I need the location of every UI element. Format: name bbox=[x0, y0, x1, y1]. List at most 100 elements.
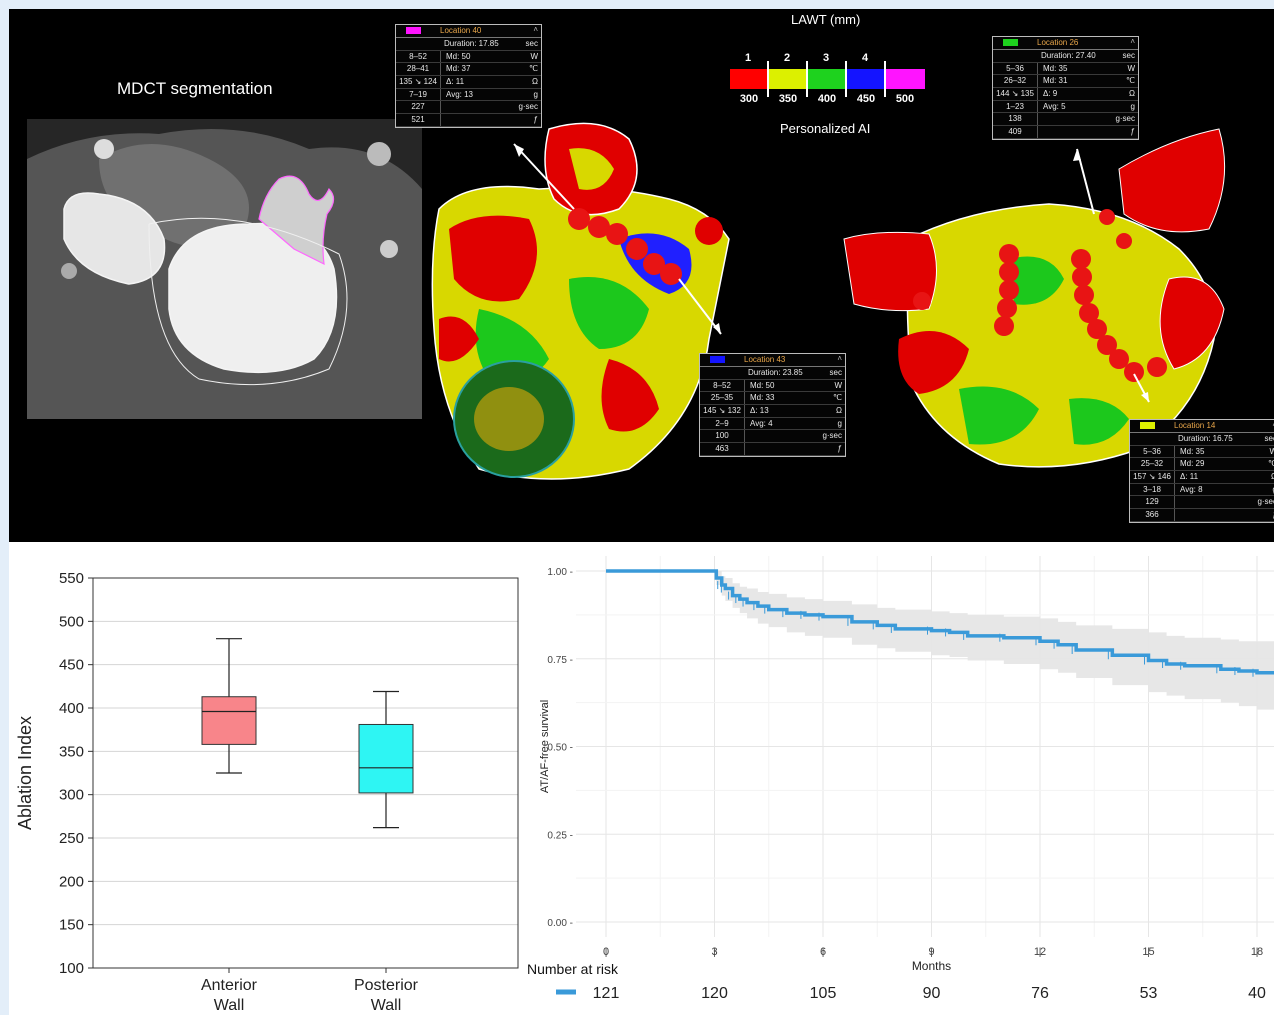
info-box-header: Location 43 ˄ bbox=[700, 354, 845, 367]
risk-count: 121 bbox=[593, 985, 620, 1002]
info-range: 366 bbox=[1130, 509, 1175, 521]
km-x-tick-mark: | bbox=[605, 947, 608, 958]
y-tick-label: 100 bbox=[59, 960, 84, 977]
info-range: 5–36 bbox=[993, 62, 1038, 75]
info-unit: ℃ bbox=[529, 64, 538, 74]
info-row: 144 ↘ 135 Δ: 9 Ω bbox=[993, 88, 1138, 101]
personalized-ai-label: Personalized AI bbox=[780, 121, 871, 136]
risk-count: 120 bbox=[701, 985, 728, 1002]
duration-row: Duration: 16.75 sec bbox=[1130, 433, 1274, 446]
km-x-tick-label: 12 bbox=[1034, 946, 1046, 958]
km-x-tick-mark: | bbox=[822, 947, 825, 958]
info-range: 5–36 bbox=[1130, 445, 1175, 458]
duration-unit: sec bbox=[525, 39, 538, 48]
info-stat: Md: 31 bbox=[1043, 76, 1068, 86]
info-row: 409 ƒ bbox=[993, 126, 1138, 139]
box-iqr bbox=[358, 723, 414, 794]
info-row: 157 ↘ 146 Δ: 11 Ω bbox=[1130, 471, 1274, 484]
risk-count: 40 bbox=[1248, 985, 1266, 1002]
info-unit: g·sec bbox=[822, 431, 842, 441]
lawt-bottom-tick: 500 bbox=[896, 93, 914, 105]
y-tick-label: 250 bbox=[59, 830, 84, 847]
info-row: 1–23 Avg: 5 g bbox=[993, 100, 1138, 114]
collapse-icon[interactable]: ˄ bbox=[1130, 37, 1135, 46]
info-row: 3–18 Avg: 8 g bbox=[1130, 483, 1274, 497]
bottom-chart-panel: 100 150 200 250 300 350 400 450 500 550 Ablation I… bbox=[9, 542, 1274, 1015]
mdct-label: MDCT segmentation bbox=[117, 79, 273, 98]
location-info-box: Location 14 ˄ Duration: 16.75 sec 5–36 Md: 35… bbox=[1129, 419, 1274, 523]
info-stat: Md: 50 bbox=[446, 51, 471, 61]
lawt-bottom-tick: 300 bbox=[740, 93, 758, 105]
info-row: 2–9 Avg: 4 g bbox=[700, 417, 845, 431]
top-image-panel: 1 2 3 4 300 350 400 450 500 MDCT segmentation LA… bbox=[9, 9, 1274, 542]
box-iqr bbox=[201, 696, 257, 745]
info-stat: Δ: 9 bbox=[1043, 89, 1058, 99]
info-row: 100 g·sec bbox=[700, 430, 845, 444]
location-color-swatch bbox=[1003, 39, 1018, 46]
info-unit: ℃ bbox=[1268, 459, 1274, 469]
lawt-color-segment bbox=[847, 69, 886, 89]
km-x-tick-label: 6 bbox=[820, 946, 826, 958]
km-x-tick-label: 15 bbox=[1142, 946, 1154, 958]
info-unit: g bbox=[1130, 101, 1135, 111]
info-range: 145 ↘ 132 bbox=[700, 405, 745, 417]
info-unit: g·sec bbox=[1115, 114, 1135, 124]
x-tick-label: Wall bbox=[214, 997, 245, 1014]
lawt-title: LAWT (mm) bbox=[791, 12, 861, 27]
lawt-color-segment bbox=[730, 69, 769, 89]
info-row: 227 g·sec bbox=[396, 101, 541, 115]
y-tick-label: 300 bbox=[59, 787, 84, 804]
info-row: 26–32 Md: 31 ℃ bbox=[993, 75, 1138, 89]
info-unit: W bbox=[530, 51, 538, 61]
info-row: 129 g·sec bbox=[1130, 496, 1274, 510]
info-stat: Avg: 8 bbox=[1180, 484, 1203, 494]
info-box-header: Location 14 ˄ bbox=[1130, 420, 1274, 433]
km-x-tick-mark: | bbox=[713, 947, 716, 958]
lawt-top-tick: 3 bbox=[823, 52, 829, 64]
plot-frame bbox=[92, 577, 519, 969]
info-stat: Md: 35 bbox=[1043, 63, 1068, 73]
duration-value: Duration: 17.85 bbox=[444, 39, 499, 48]
y-tick-label: 400 bbox=[59, 700, 84, 717]
info-range: 26–32 bbox=[993, 75, 1038, 88]
km-survival-line bbox=[606, 569, 1274, 675]
info-range: 129 bbox=[1130, 496, 1175, 509]
km-y-tick-label: 0.25 - bbox=[547, 830, 573, 841]
info-unit: Ω bbox=[836, 406, 842, 416]
collapse-icon[interactable]: ˄ bbox=[837, 354, 842, 363]
risk-table-title: Number at risk bbox=[527, 961, 619, 977]
lawt-top-tick: 1 bbox=[745, 52, 751, 64]
info-unit: W bbox=[1269, 446, 1274, 456]
info-stat: Md: 37 bbox=[446, 64, 471, 74]
collapse-icon[interactable]: ˄ bbox=[1272, 419, 1274, 431]
km-x-tick-label: 3 bbox=[711, 946, 717, 958]
km-x-tick-label: 18 bbox=[1251, 946, 1263, 958]
km-x-axis-label: Months bbox=[912, 959, 951, 973]
risk-count: 90 bbox=[923, 985, 941, 1002]
risk-count: 76 bbox=[1031, 985, 1049, 1002]
lawt-color-segment bbox=[808, 69, 847, 89]
info-unit: W bbox=[834, 380, 842, 390]
info-range: 157 ↘ 146 bbox=[1130, 471, 1175, 483]
km-x-tick-mark: | bbox=[930, 947, 933, 958]
info-range: 135 ↘ 124 bbox=[396, 76, 441, 88]
x-tick-label: Posterior bbox=[354, 977, 419, 994]
km-survival-chart: 0.00 -0.25 -0.50 -0.75 -1.00 -|0 |3 |6 |9 |1… bbox=[527, 556, 1274, 1002]
location-info-box: Location 40 ˄ Duration: 17.85 sec 8–52 Md: 50… bbox=[395, 24, 542, 128]
info-stat: Δ: 11 bbox=[1180, 472, 1199, 482]
lawt-bottom-tick: 350 bbox=[779, 93, 797, 105]
km-y-tick-label: 0.50 - bbox=[547, 743, 573, 754]
lawt-bottom-tick: 450 bbox=[857, 93, 875, 105]
km-x-tick-mark: | bbox=[1256, 947, 1259, 958]
info-range: 28–41 bbox=[396, 63, 441, 76]
info-unit: g·sec bbox=[518, 102, 538, 112]
collapse-icon[interactable]: ˄ bbox=[533, 25, 538, 34]
info-row: 7–19 Avg: 13 g bbox=[396, 88, 541, 102]
info-unit: W bbox=[1127, 63, 1135, 73]
location-info-box: Location 43 ˄ Duration: 23.85 sec 8–52 Md: 50… bbox=[699, 353, 846, 457]
info-row: 28–41 Md: 37 ℃ bbox=[396, 63, 541, 77]
location-title: Location 43 bbox=[744, 355, 786, 364]
info-range: 25–35 bbox=[700, 392, 745, 405]
x-tick-label: Anterior bbox=[201, 977, 258, 994]
km-x-tick-label: 9 bbox=[928, 946, 934, 958]
